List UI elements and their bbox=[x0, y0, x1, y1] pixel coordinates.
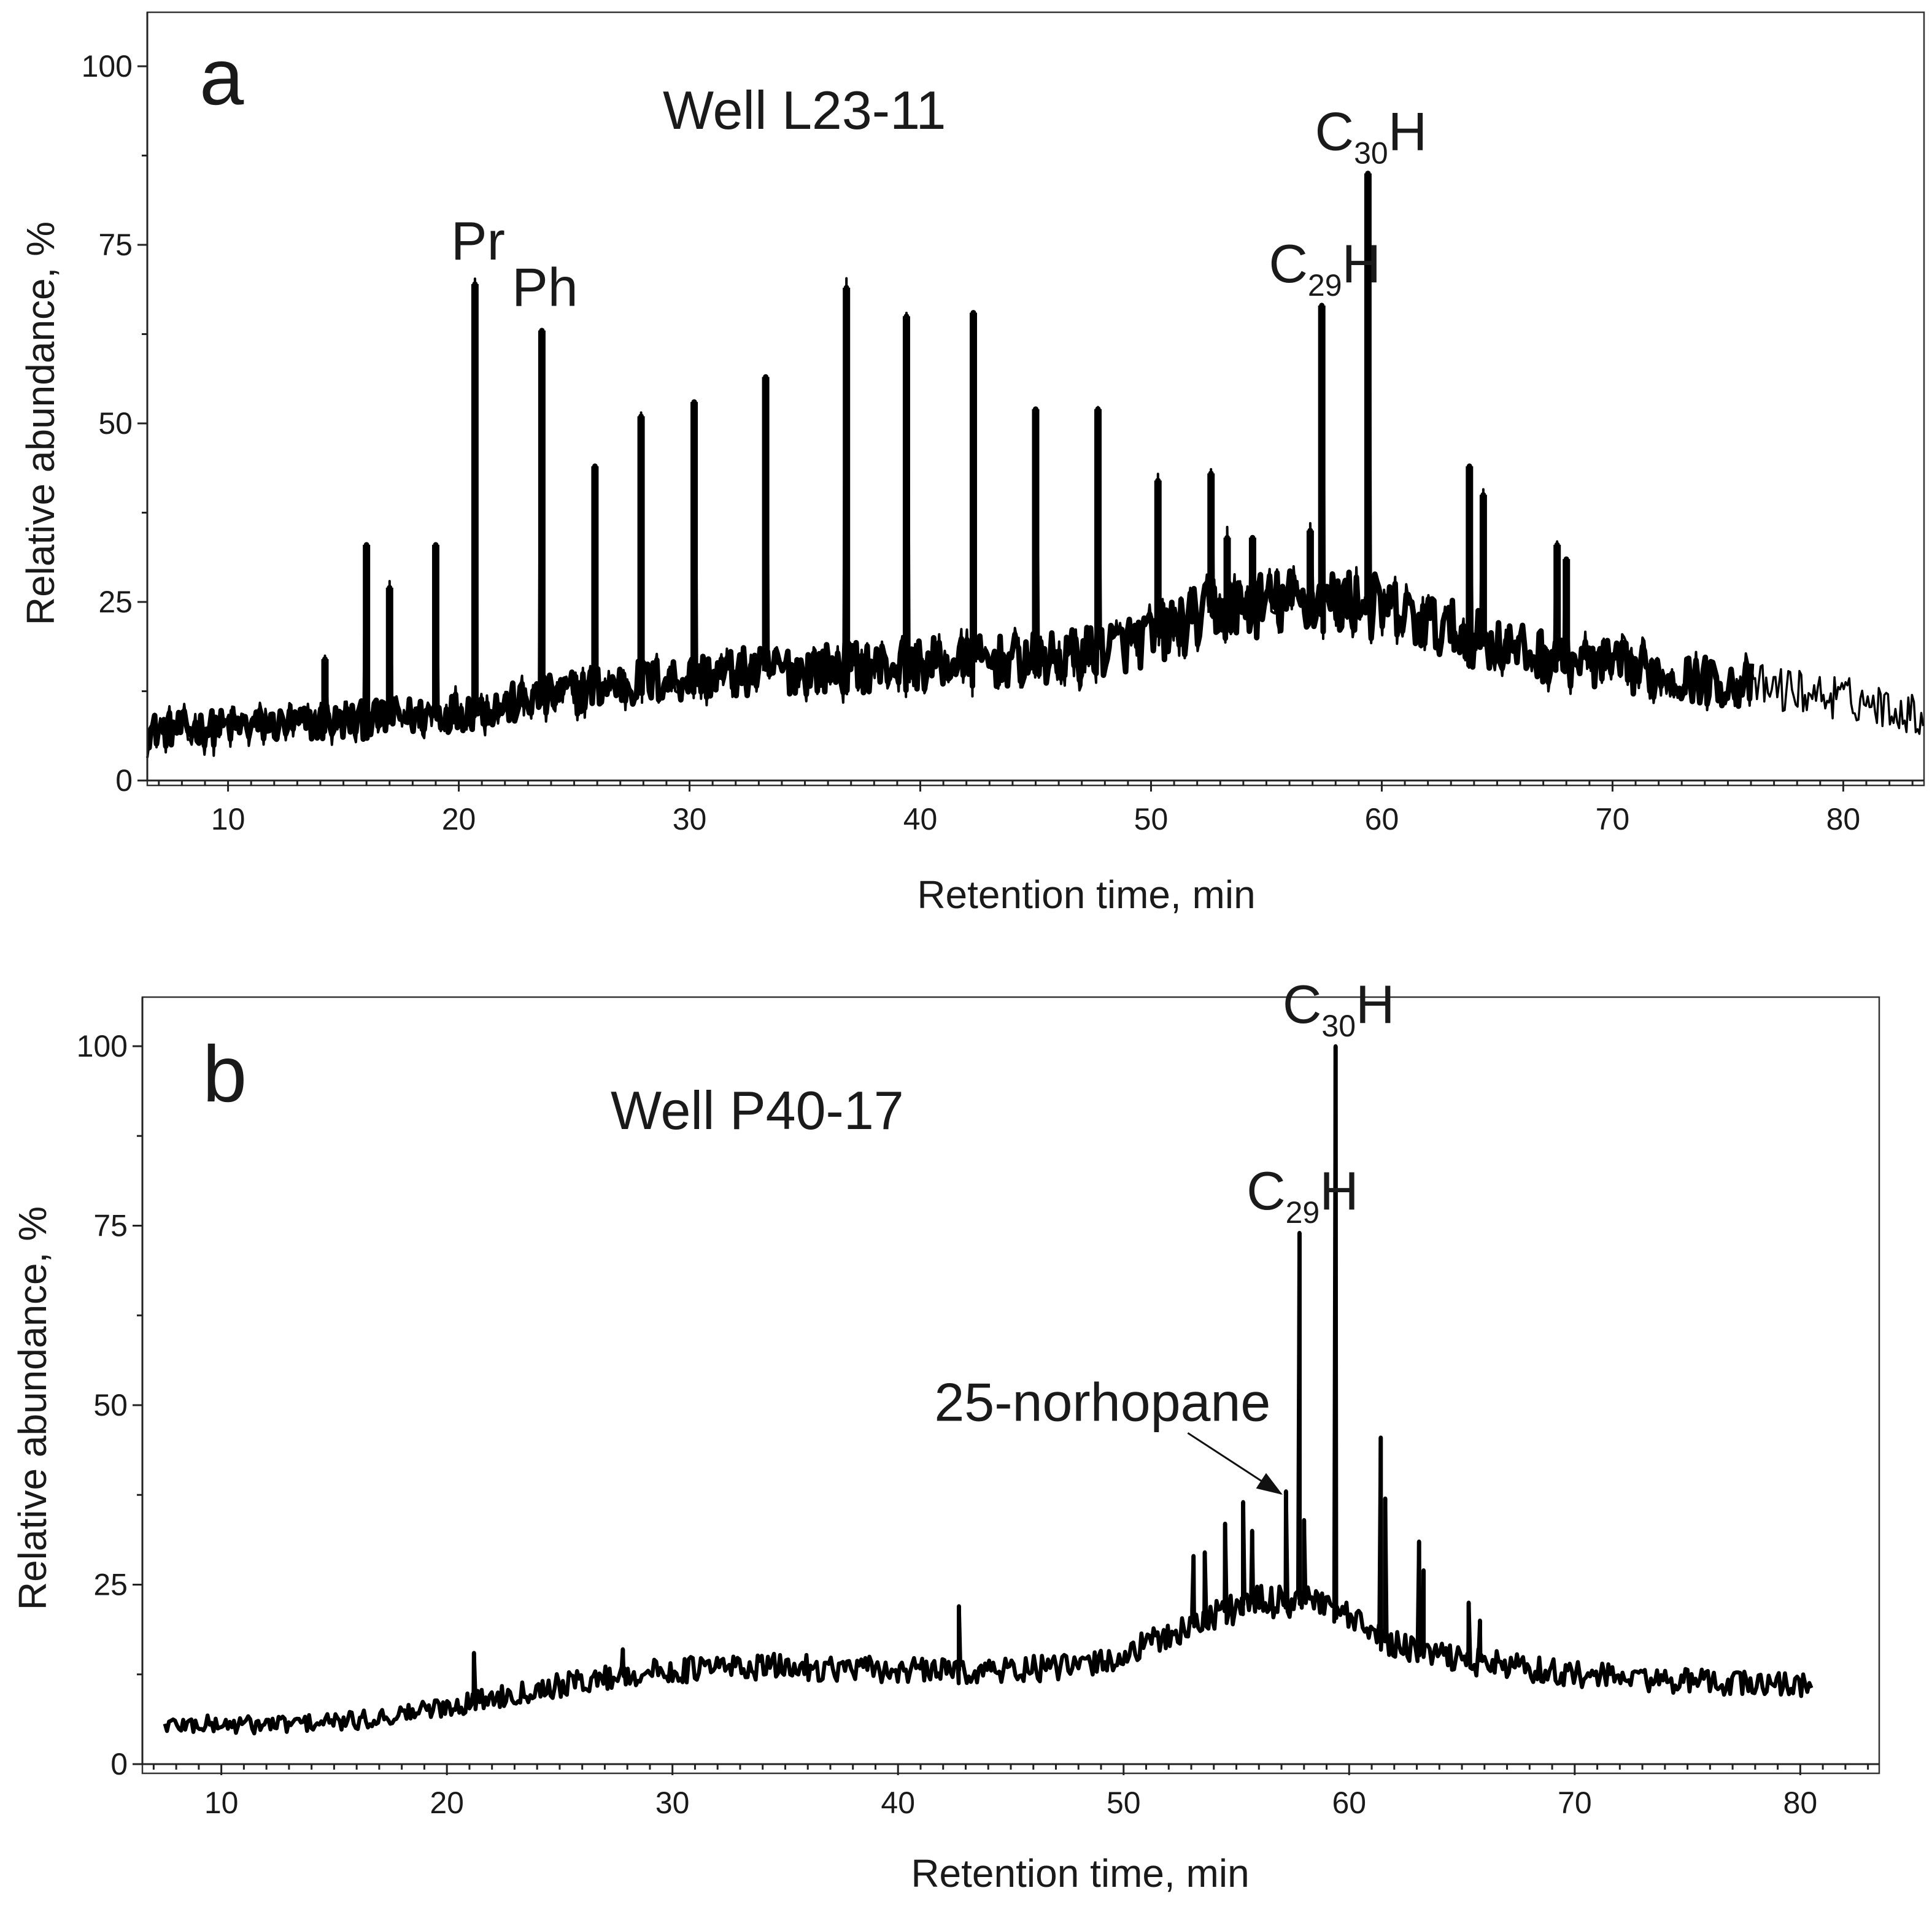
x-tick-label: 40 bbox=[881, 1786, 915, 1820]
x-tick-label: 10 bbox=[204, 1786, 239, 1820]
x-tick-label: 20 bbox=[442, 802, 476, 836]
panel-b-ylabel: Relative abundance, % bbox=[10, 1206, 55, 1610]
panel-b-annotations: 25-norhopane C29H C30H bbox=[934, 974, 1395, 1495]
y-tick-label: 100 bbox=[77, 1029, 128, 1063]
x-tick-label: 50 bbox=[1134, 802, 1169, 836]
y-tick-label: 0 bbox=[110, 1747, 128, 1781]
y-tick-label: 25 bbox=[93, 1568, 128, 1602]
panel-a-letter: a bbox=[199, 32, 244, 121]
y-tick-label: 100 bbox=[82, 49, 133, 83]
peak-label: Ph bbox=[512, 257, 578, 318]
chromatogram-trace-fill bbox=[146, 180, 1753, 758]
chromatogram-trace bbox=[163, 1044, 1814, 1736]
x-tick-label: 70 bbox=[1558, 1786, 1592, 1820]
x-tick-label: 80 bbox=[1826, 802, 1861, 836]
peak-label: C30H bbox=[1315, 101, 1428, 171]
panel-a-chart: 0 25 50 75 100 10 20 30 40 50 60 70 80 a Well L23-11… bbox=[18, 11, 1925, 917]
chromatogram-trace-tail bbox=[1750, 663, 1925, 735]
panel-a-title: Well L23-11 bbox=[663, 80, 946, 141]
peak-label-25-norhopane: 25-norhopane bbox=[934, 1371, 1270, 1432]
x-tick-label: 60 bbox=[1332, 1786, 1366, 1820]
x-tick-label: 30 bbox=[673, 802, 707, 836]
panel-b-xlabel: Retention time, min bbox=[911, 1851, 1249, 1895]
x-tick-label: 40 bbox=[903, 802, 938, 836]
panel-b-letter: b bbox=[203, 1029, 247, 1119]
annotation-arrow bbox=[1187, 1432, 1283, 1495]
y-tick-label: 75 bbox=[93, 1209, 128, 1243]
x-tick-label: 70 bbox=[1596, 802, 1630, 836]
x-tick-label: 10 bbox=[211, 802, 245, 836]
panel-a-ylabel: Relative abundance, % bbox=[18, 222, 63, 625]
panel-b-trace-layer bbox=[163, 1044, 1814, 1736]
y-tick-label: 50 bbox=[98, 406, 133, 441]
y-tick-label: 25 bbox=[98, 585, 133, 619]
peak-label: Pr bbox=[451, 210, 505, 271]
y-tick-label: 75 bbox=[98, 228, 133, 262]
x-tick-label: 60 bbox=[1365, 802, 1399, 836]
x-tick-label: 20 bbox=[430, 1786, 464, 1820]
peak-label: C30H bbox=[1283, 974, 1395, 1043]
panel-b-title: Well P40-17 bbox=[611, 1080, 904, 1141]
y-tick-label: 0 bbox=[115, 763, 133, 798]
panel-b-axes: 0 25 50 75 100 10 20 30 40 50 60 70 80 bbox=[77, 997, 1879, 1820]
y-tick-label: 50 bbox=[93, 1388, 128, 1422]
x-tick-label: 50 bbox=[1107, 1786, 1141, 1820]
panel-a-trace-layer bbox=[146, 171, 1925, 758]
panel-b-chart: 0 25 50 75 100 10 20 30 40 50 60 70 80 b Well P40-17… bbox=[10, 974, 1880, 1895]
panel-a-xlabel: Retention time, min bbox=[917, 873, 1255, 917]
x-tick-label: 30 bbox=[655, 1786, 690, 1820]
peak-label: C29H bbox=[1269, 233, 1381, 303]
peak-label: C29H bbox=[1246, 1160, 1359, 1230]
x-tick-label: 80 bbox=[1783, 1786, 1818, 1820]
panel-a-axes: 0 25 50 75 100 10 20 30 40 50 60 70 80 bbox=[82, 12, 1924, 836]
